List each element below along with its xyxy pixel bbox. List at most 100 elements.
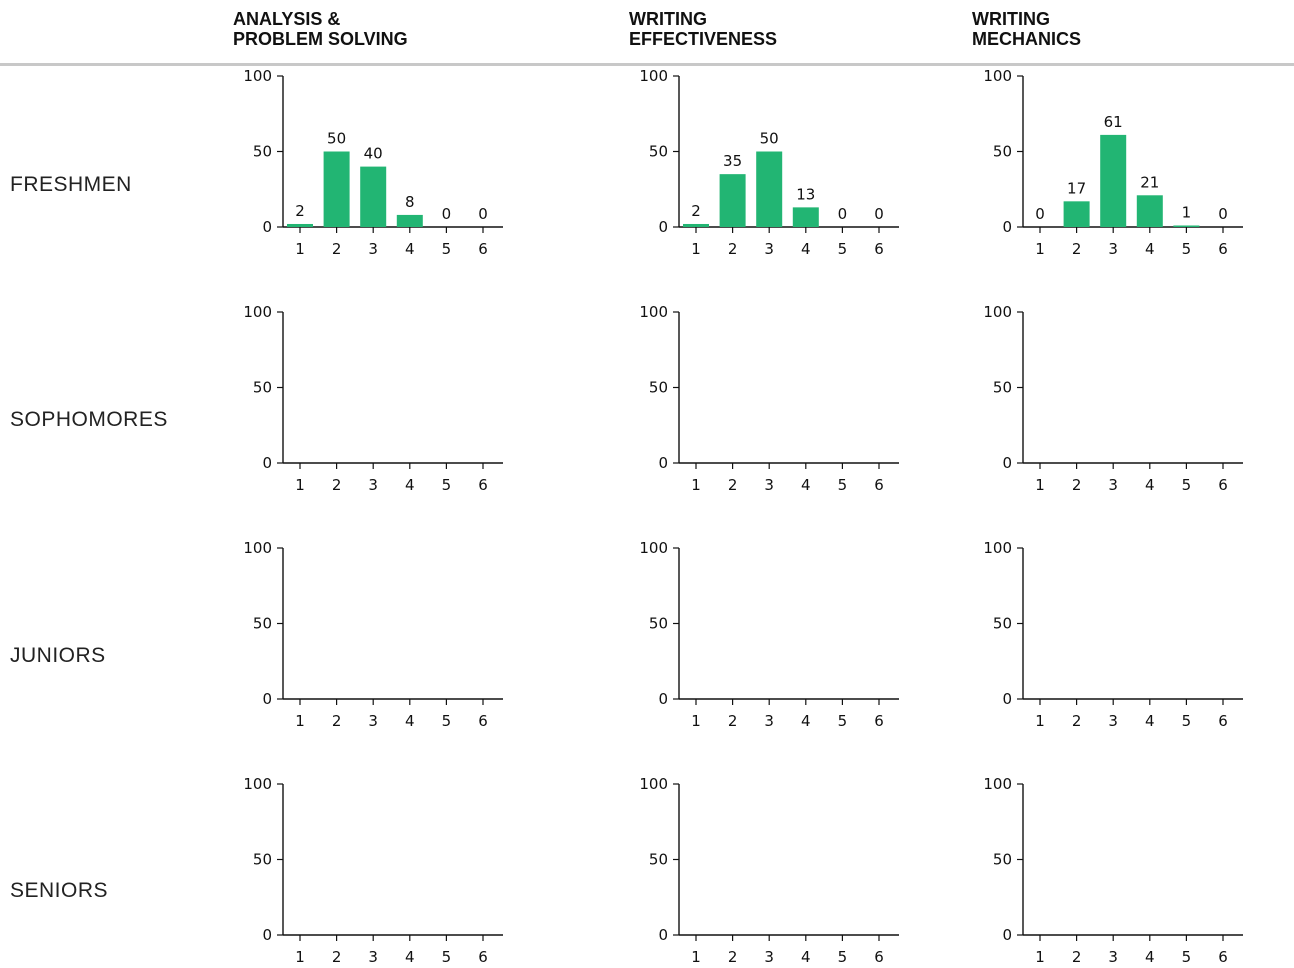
x-tick-label: 2: [332, 240, 342, 258]
x-tick-label: 6: [478, 476, 488, 494]
row-label-juniors: JUNIORS: [10, 644, 106, 667]
x-tick-label: 5: [1182, 476, 1192, 494]
x-tick-label: 6: [874, 712, 884, 730]
bar: [1063, 201, 1090, 227]
x-tick-label: 1: [1035, 712, 1045, 730]
y-tick-label: 0: [262, 690, 272, 708]
x-tick-label: 1: [295, 948, 305, 966]
bar: [683, 223, 709, 227]
bar: [1136, 195, 1163, 227]
x-tick-label: 3: [368, 476, 378, 494]
x-tick-label: 6: [478, 948, 488, 966]
x-tick-label: 6: [874, 240, 884, 258]
x-tick-label: 3: [764, 948, 774, 966]
data-label: 50: [327, 130, 346, 148]
data-label: 0: [874, 205, 884, 223]
x-tick-label: 1: [1035, 948, 1045, 966]
y-tick-label: 100: [243, 303, 272, 321]
y-tick-label: 100: [243, 775, 272, 793]
x-tick-label: 5: [1182, 712, 1192, 730]
x-tick-label: 2: [728, 476, 738, 494]
column-header-line: EFFECTIVENESS: [629, 29, 778, 49]
x-tick-label: 1: [691, 240, 701, 258]
column-header-line: WRITING: [972, 9, 1050, 29]
y-tick-label: 0: [658, 926, 668, 944]
x-tick-label: 5: [838, 948, 848, 966]
y-tick-label: 0: [1002, 454, 1012, 472]
x-tick-label: 1: [295, 476, 305, 494]
data-label: 21: [1140, 173, 1159, 191]
bar: [360, 166, 387, 227]
x-tick-label: 2: [332, 948, 342, 966]
x-tick-label: 2: [728, 948, 738, 966]
data-label: 2: [295, 202, 305, 220]
y-tick-label: 0: [658, 454, 668, 472]
data-label: 0: [838, 205, 848, 223]
y-tick-label: 0: [1002, 926, 1012, 944]
x-tick-label: 4: [405, 948, 415, 966]
y-tick-label: 0: [262, 926, 272, 944]
data-label: 50: [760, 130, 779, 148]
y-tick-label: 50: [649, 615, 668, 633]
data-label: 17: [1067, 179, 1086, 197]
bar: [792, 207, 819, 227]
x-tick-label: 3: [1108, 948, 1118, 966]
bar: [1173, 225, 1200, 227]
x-tick-label: 2: [728, 712, 738, 730]
bar: [1100, 134, 1127, 227]
row-label-freshmen: FRESHMEN: [10, 173, 132, 196]
x-tick-label: 3: [368, 948, 378, 966]
y-tick-label: 50: [253, 143, 272, 161]
x-tick-label: 6: [478, 712, 488, 730]
y-tick-label: 50: [993, 851, 1012, 869]
y-tick-label: 50: [253, 615, 272, 633]
data-label: 40: [364, 145, 383, 163]
x-tick-label: 6: [1218, 476, 1228, 494]
x-tick-label: 3: [764, 712, 774, 730]
x-tick-label: 3: [764, 240, 774, 258]
column-header-line: WRITING: [629, 9, 707, 29]
y-tick-label: 50: [253, 379, 272, 397]
x-tick-label: 3: [1108, 240, 1118, 258]
y-tick-label: 100: [983, 775, 1012, 793]
y-tick-label: 50: [649, 143, 668, 161]
x-tick-label: 1: [295, 712, 305, 730]
x-tick-label: 4: [1145, 476, 1155, 494]
y-tick-label: 0: [1002, 218, 1012, 236]
bar: [719, 174, 746, 227]
data-label: 0: [1218, 205, 1228, 223]
y-tick-label: 50: [253, 851, 272, 869]
x-tick-label: 1: [1035, 476, 1045, 494]
bar: [396, 214, 423, 227]
row-label-seniors: SENIORS: [10, 879, 109, 902]
x-tick-label: 2: [1072, 712, 1082, 730]
x-tick-label: 2: [1072, 240, 1082, 258]
x-tick-label: 5: [442, 476, 452, 494]
column-header-line: ANALYSIS &: [233, 9, 341, 29]
x-tick-label: 2: [332, 476, 342, 494]
x-tick-label: 1: [691, 948, 701, 966]
x-tick-label: 2: [728, 240, 738, 258]
y-tick-label: 100: [639, 775, 668, 793]
x-tick-label: 4: [405, 240, 415, 258]
column-header-line: PROBLEM SOLVING: [233, 29, 408, 49]
y-tick-label: 100: [983, 539, 1012, 557]
x-tick-label: 5: [442, 712, 452, 730]
y-tick-label: 50: [993, 379, 1012, 397]
y-tick-label: 50: [993, 143, 1012, 161]
x-tick-label: 5: [838, 476, 848, 494]
x-tick-label: 5: [442, 240, 452, 258]
x-tick-label: 6: [1218, 948, 1228, 966]
data-label: 1: [1182, 203, 1192, 221]
x-tick-label: 5: [838, 240, 848, 258]
x-tick-label: 2: [1072, 948, 1082, 966]
y-tick-label: 100: [639, 67, 668, 85]
y-tick-label: 0: [262, 454, 272, 472]
x-tick-label: 3: [368, 712, 378, 730]
column-header-mechanics: WRITING MECHANICS: [972, 9, 1081, 49]
data-label: 0: [1035, 205, 1045, 223]
x-tick-label: 3: [1108, 712, 1118, 730]
y-tick-label: 50: [649, 379, 668, 397]
data-label: 13: [796, 185, 815, 203]
data-label: 8: [405, 193, 415, 211]
